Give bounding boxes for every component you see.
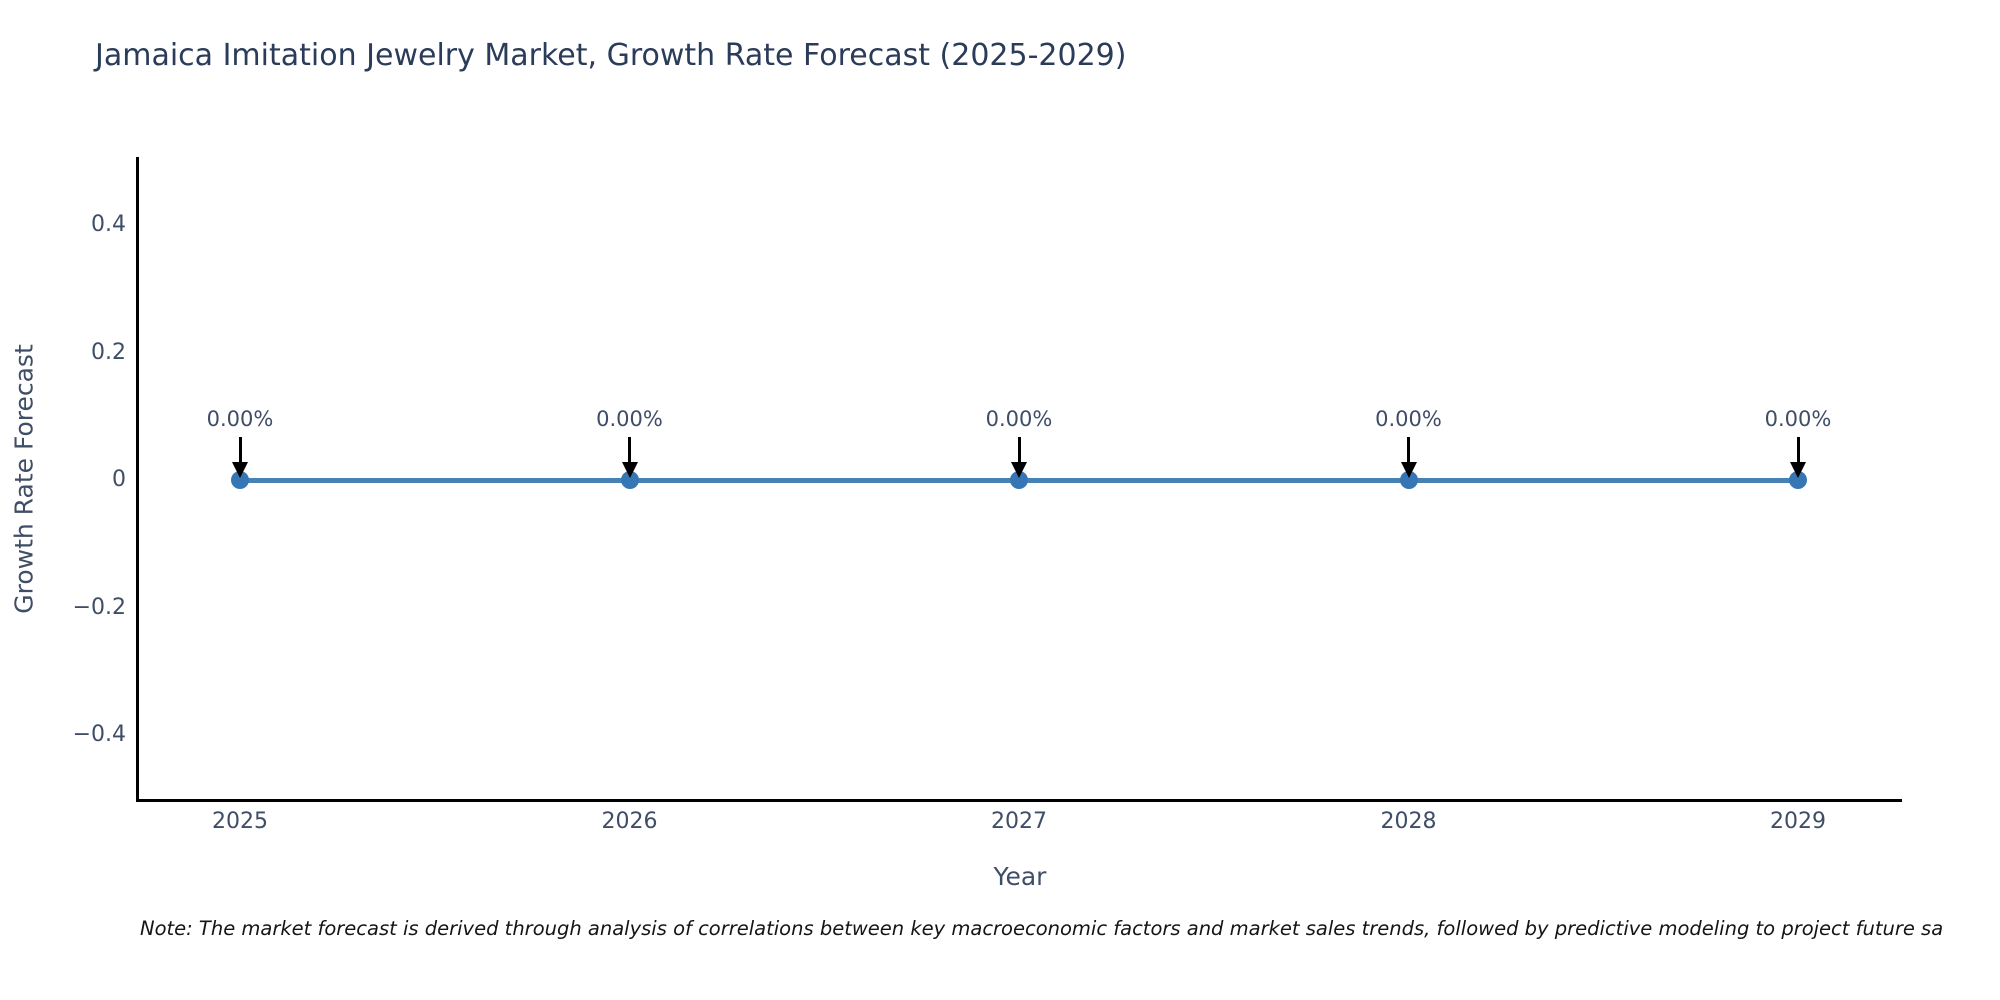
- x-tick-label: 2026: [601, 809, 658, 834]
- annotation-arrow-head: [1400, 462, 1417, 478]
- annotation-arrow-head: [1011, 462, 1027, 478]
- annotation-arrow-head: [1790, 462, 1806, 478]
- x-tick-label: 2029: [1770, 809, 1826, 834]
- y-tick-label: 0: [112, 467, 126, 492]
- data-point-label: 0.00%: [596, 407, 663, 431]
- x-tick-label: 2027: [991, 809, 1047, 834]
- annotation-arrow-head: [232, 462, 248, 478]
- data-point-label: 0.00%: [206, 407, 274, 431]
- y-axis-line: [136, 157, 139, 802]
- footnote: Note: The market forecast is derived thr…: [140, 917, 1944, 940]
- data-point-label: 0.00%: [1764, 407, 1832, 431]
- annotation-arrow-shaft: [1407, 437, 1410, 463]
- x-axis-label: Year: [993, 862, 1047, 891]
- data-point-label: 0.00%: [985, 407, 1053, 431]
- annotation-arrow-shaft: [1796, 437, 1800, 463]
- x-tick-label: 2025: [212, 809, 268, 834]
- data-point-label: 0.00%: [1375, 407, 1442, 431]
- annotation-arrow-shaft: [628, 437, 631, 463]
- annotation-arrow-shaft: [1017, 437, 1021, 463]
- y-tick-label: −0.4: [72, 722, 126, 747]
- x-tick-label: 2028: [1380, 809, 1437, 834]
- y-tick-label: 0.2: [91, 339, 126, 365]
- annotation-arrow-shaft: [238, 437, 242, 463]
- chart-title: Jamaica Imitation Jewelry Market, Growth…: [95, 38, 1127, 73]
- y-tick-label: 0.4: [91, 212, 126, 237]
- annotation-arrow-head: [621, 462, 638, 478]
- x-axis-line: [136, 799, 1902, 802]
- y-tick-label: −0.2: [72, 594, 126, 620]
